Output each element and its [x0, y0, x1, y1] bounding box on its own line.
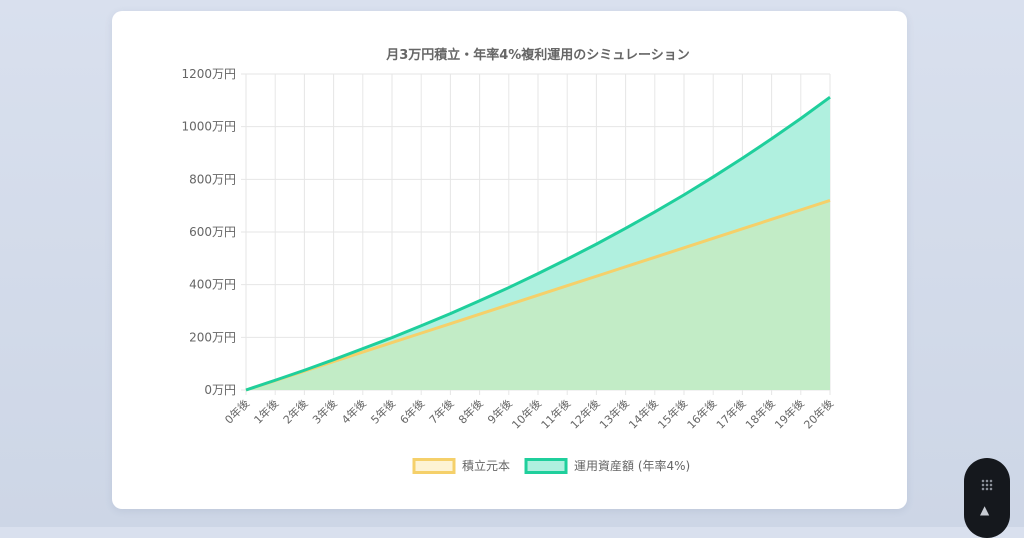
chart: 月3万円積立・年率4%複利運用のシミュレーション 0万円 200万円 400万円 60… [181, 47, 836, 474]
x-tick-label: 15年後 [655, 396, 690, 431]
y-tick-label: 800万円 [189, 172, 236, 186]
x-tick-label: 13年後 [596, 396, 631, 431]
x-tick-label: 1年後 [251, 396, 281, 426]
x-tick-label: 2年後 [280, 396, 310, 426]
x-axis: 0年後 1年後 2年後 3年後 4年後 5年後 6年後 7年後 8年後 9年後10年後11年後12… [222, 396, 836, 431]
x-tick-label: 7年後 [426, 396, 456, 426]
chart-card: 月3万円積立・年率4%複利運用のシミュレーション 0万円 200万円 400万円 60… [112, 11, 907, 509]
y-tick-label: 600万円 [189, 225, 236, 239]
legend-label-1[interactable]: 運用資産額 (年率4%) [574, 458, 690, 473]
series-line-1 [245, 95, 831, 392]
legend: 積立元本 運用資産額 (年率4%) [412, 458, 690, 474]
x-tick-label: 18年後 [742, 396, 777, 431]
x-tick-label: 4年後 [339, 396, 369, 426]
y-tick-label: 200万円 [189, 330, 236, 344]
side-widget[interactable]: ▲ [964, 458, 1010, 538]
x-tick-label: 20年後 [801, 396, 836, 431]
series-line-0 [245, 198, 831, 392]
legend-swatch-0[interactable] [412, 458, 456, 474]
x-tick-label: 8年後 [455, 396, 485, 426]
y-axis: 0万円 200万円 400万円 600万円 800万円 1000万円 1200万円 [181, 67, 236, 397]
legend-label-0[interactable]: 積立元本 [462, 458, 510, 473]
y-tick-label: 1200万円 [181, 67, 236, 81]
y-tick-label: 400万円 [189, 278, 236, 292]
x-tick-label: 14年後 [626, 396, 661, 431]
y-tick-label: 1000万円 [181, 120, 236, 134]
x-tick-label: 11年後 [538, 396, 573, 431]
x-tick-label: 0年後 [222, 396, 252, 426]
x-tick-label: 19年後 [772, 396, 807, 431]
chart-title: 月3万円積立・年率4%複利運用のシミュレーション [385, 47, 690, 63]
y-tick-label: 0万円 [204, 383, 236, 397]
series-lines [245, 95, 831, 392]
x-tick-label: 6年後 [397, 396, 427, 426]
x-tick-label: 3年後 [309, 396, 339, 426]
arrow-up-icon[interactable]: ▲ [980, 503, 990, 517]
legend-swatch-1[interactable] [524, 458, 568, 474]
x-tick-label: 12年後 [567, 396, 602, 431]
grip-icon[interactable] [981, 479, 993, 491]
x-tick-label: 16年後 [684, 396, 719, 431]
x-tick-label: 10年後 [509, 396, 544, 431]
x-tick-label: 5年後 [368, 396, 398, 426]
x-tick-label: 17年後 [713, 396, 748, 431]
